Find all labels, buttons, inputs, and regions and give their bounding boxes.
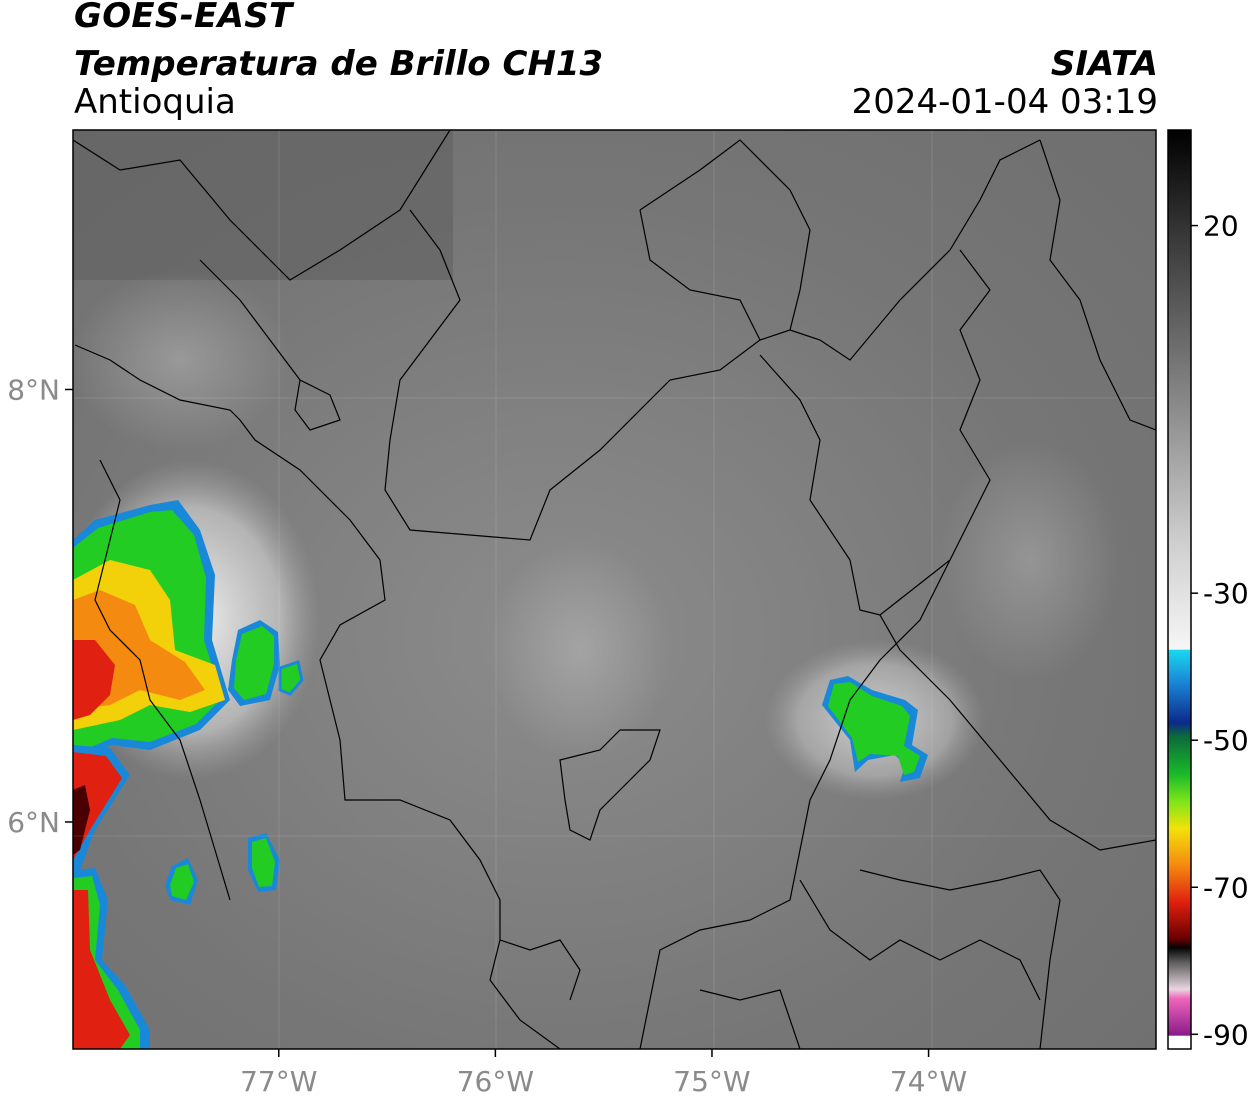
caldas-border [799,879,1041,1001]
longitude-axis: 77°W 76°W 75°W 74°W [240,1049,967,1098]
warm-spot-east [940,440,1120,680]
lat-tick-label: 8°N [7,373,60,406]
cold-cell-3-green [170,864,194,900]
map-frame [72,129,1157,1050]
cesar-border [1039,139,1156,431]
colorbar-gradient [1168,130,1191,1049]
satellite-title: GOES-EAST [74,0,293,36]
cold-cloud-east-green [828,682,920,775]
lon-tick-label: 74°W [890,1065,967,1098]
sucre-border [639,139,811,341]
eastern-border [639,559,951,1049]
cold-cell-2-green [252,838,275,887]
cold-cloud-south-red [73,890,130,1049]
bolivar-south-border [759,249,991,616]
colorbar-ticks: 20 -30 -50 -70 -90 [1191,210,1249,1051]
cold-cloud-sw-dark [73,785,90,855]
region-label: Antioquia [74,82,236,122]
cundinamarca-border [699,989,801,1049]
lon-tick-label: 75°W [673,1065,750,1098]
agency-label: SIATA [1050,44,1158,84]
cordoba-border [384,209,761,541]
warm-spot-center [490,540,670,760]
timestamp-label: 2024-01-04 03:19 [851,82,1158,122]
colorbar-tick-label: -30 [1203,577,1249,610]
map-raster [73,130,1156,1049]
santander-border [879,614,1156,851]
cold-cloud-sw-red [73,752,122,860]
cold-cloud-west-red [73,640,115,720]
risaralda-border [489,939,561,1049]
colorbar-tick-label: -50 [1203,724,1249,757]
lon-tick-label: 76°W [457,1065,534,1098]
boundaries [73,130,1156,1049]
colorbar-frame [1167,129,1192,1050]
cold-cell-4 [278,660,304,696]
medellin-area [559,729,661,841]
product-title: Temperatura de Brillo CH13 [74,44,604,84]
uraba-coast [199,259,301,381]
colorbar: 20 -30 -50 -70 -90 [1167,129,1249,1051]
caribbean-coast [73,130,451,281]
dark-region-north [73,130,453,280]
graticule [73,130,1156,1049]
lon-tick-label: 77°W [240,1065,317,1098]
colorbar-tick-label: -70 [1203,871,1249,904]
cold-cell-1-green [234,626,274,700]
choco-coast [94,459,231,901]
warm-spot-west [73,270,290,450]
gulf-of-uraba [294,379,341,431]
colorbar-tick-label: 20 [1203,210,1239,243]
colorbar-tick-label: -90 [1203,1018,1249,1051]
boyaca-border [859,869,1061,1049]
bolivar-border [789,139,1041,361]
lat-tick-label: 6°N [7,806,60,839]
latitude-axis: 8°N 6°N [7,373,73,839]
